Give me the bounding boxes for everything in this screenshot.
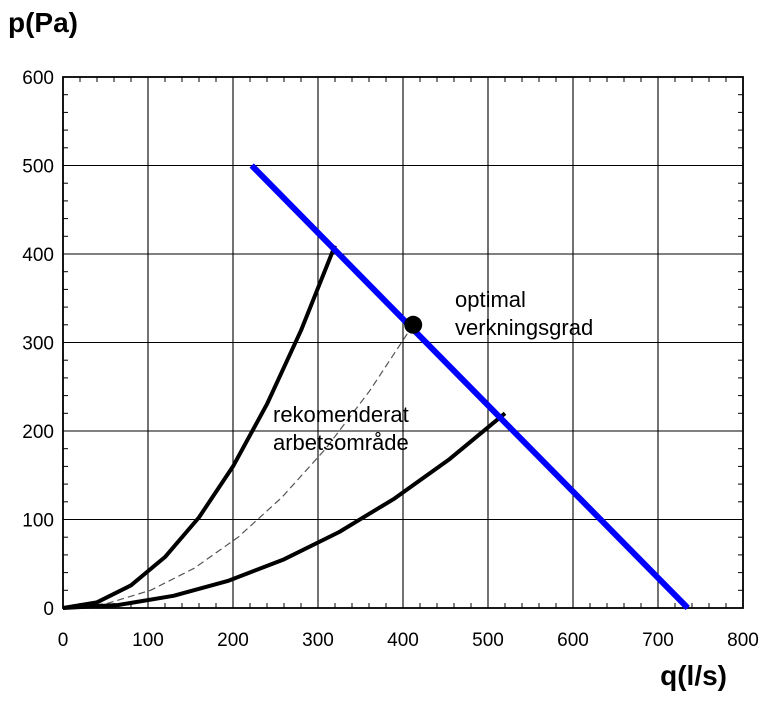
- x-tick-label: 500: [472, 630, 504, 651]
- x-tick-label: 800: [727, 630, 759, 651]
- y-tick-label: 0: [43, 599, 54, 620]
- x-tick-label: 0: [58, 630, 69, 651]
- series-layer: [62, 163, 690, 611]
- x-tick-label: 400: [387, 630, 419, 651]
- x-axis-title: q(l/s): [660, 660, 727, 691]
- x-tick-label: 700: [642, 630, 674, 651]
- series-lower-system-curve: [62, 411, 507, 610]
- annotation-optimal-line-2: verkningsgrad: [455, 315, 593, 340]
- y-tick-label: 600: [22, 68, 54, 89]
- annotation-recommended: rekomenderat arbetsområde: [273, 402, 415, 455]
- y-axis-title: p(Pa): [8, 7, 78, 38]
- points-layer: [404, 315, 423, 334]
- y-tick-label: 200: [22, 422, 54, 443]
- annotation-recommended-line-1: rekomenderat: [273, 402, 409, 427]
- plot-frame: [62, 76, 744, 609]
- annotation-optimal-line-1: optimal: [455, 287, 526, 312]
- y-tick-label: 400: [22, 245, 54, 266]
- grid: [62, 76, 744, 609]
- x-tick-label: 100: [132, 630, 164, 651]
- y-tick-label: 500: [22, 157, 54, 178]
- series-upper-system-curve: [62, 244, 337, 610]
- y-tick-label: 300: [22, 334, 54, 355]
- x-tick-label: 300: [302, 630, 334, 651]
- annotation-recommended-line-2: arbetsområde: [273, 430, 409, 455]
- annotation-optimal: optimal verkningsgrad: [455, 287, 593, 340]
- series-optimal-system-curve: [62, 324, 414, 609]
- x-tick-labels: 0 100 200 300 400 500 600 700 800: [58, 630, 759, 651]
- y-tick-labels: 0 100 200 300 400 500 600: [22, 68, 54, 620]
- optimal-point: [404, 315, 423, 334]
- x-tick-label: 200: [217, 630, 249, 651]
- y-tick-label: 100: [22, 511, 54, 532]
- x-tick-label: 600: [557, 630, 589, 651]
- series-fan-curve: [249, 163, 690, 611]
